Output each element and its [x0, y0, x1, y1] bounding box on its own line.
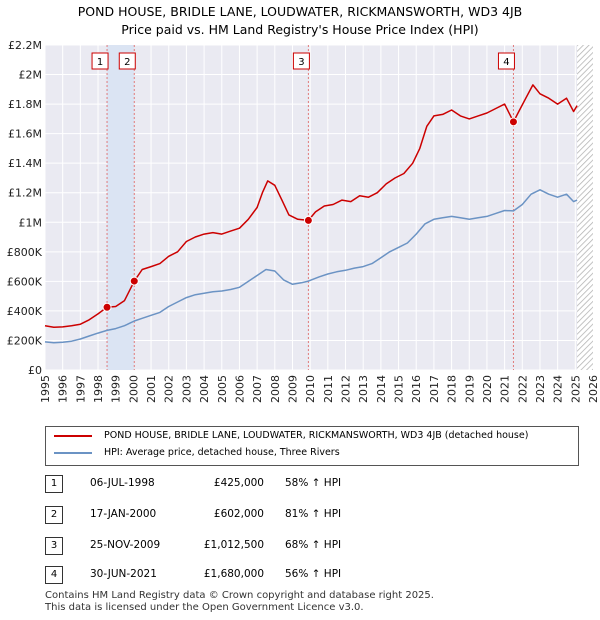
- x-tick-label: 2000: [127, 375, 140, 403]
- x-tick-label: 2019: [463, 375, 476, 403]
- y-tick-label: £1M: [19, 216, 43, 229]
- y-tick-label: £1.4M: [8, 157, 42, 170]
- x-tick-label: 2018: [446, 375, 459, 403]
- x-tick-label: 2017: [428, 375, 441, 403]
- x-tick-label: 2010: [304, 375, 317, 403]
- sale-point: [508, 117, 518, 127]
- transaction-date: 25-NOV-2009: [90, 539, 161, 551]
- transaction-number: 4: [45, 566, 63, 584]
- x-tick-label: 2026: [587, 375, 600, 403]
- hpi-series-line: [44, 189, 578, 344]
- y-tick-label: £0: [28, 364, 42, 377]
- x-tick-label: 2023: [534, 375, 547, 403]
- x-tick-label: 1996: [57, 375, 70, 403]
- chart-title: POND HOUSE, BRIDLE LANE, LOUDWATER, RICK…: [77, 4, 523, 19]
- y-tick-label: £1.2M: [8, 187, 42, 200]
- legend-item-property: POND HOUSE, BRIDLE LANE, LOUDWATER, RICK…: [54, 430, 528, 446]
- legend-red-line: [54, 434, 92, 437]
- transaction-date: 06-JUL-1998: [90, 477, 155, 489]
- legend-hpi-label: HPI: Average price, detached house, Thre…: [104, 447, 340, 458]
- sale-shaded-band: [107, 45, 135, 370]
- sale-label-box: [91, 52, 109, 70]
- x-tick-label: 1997: [74, 375, 87, 403]
- legend-property-label: POND HOUSE, BRIDLE LANE, LOUDWATER, RICK…: [104, 430, 529, 441]
- y-tick-label: £2.2M: [8, 39, 42, 52]
- transaction-date: 17-JAN-2000: [90, 508, 157, 520]
- sale-label-box: [497, 52, 515, 70]
- y-tick-label: £400K: [7, 305, 43, 318]
- x-tick-label: 2015: [393, 375, 406, 403]
- x-tick-label: 2004: [198, 375, 211, 403]
- sale-point: [129, 276, 139, 286]
- forecast-hatch: [577, 45, 593, 370]
- x-tick-label: 2014: [375, 375, 388, 403]
- transaction-price: £1,012,500: [203, 539, 264, 551]
- footer-licence: This data is licensed under the Open Gov…: [45, 602, 364, 613]
- x-tick-label: 2003: [180, 375, 193, 403]
- price-chart: 1 2 3 4 £0 £200K £400K £600K £800K £1M £1.2M £1.4M £…: [7, 39, 600, 403]
- x-tick-label: 1995: [39, 375, 52, 403]
- x-tick-label: 2024: [552, 375, 565, 403]
- transaction-hpi: 81% ↑ HPI: [285, 508, 342, 520]
- sale-label-box: [118, 52, 136, 70]
- transaction-hpi: 58% ↑ HPI: [285, 477, 342, 489]
- sale-label-text: 1: [97, 57, 103, 68]
- sale-label-text: 3: [298, 57, 304, 68]
- x-tick-label: 2021: [499, 375, 512, 403]
- sale-point: [303, 215, 313, 225]
- legend-item-hpi: HPI: Average price, detached house, Thre…: [54, 447, 340, 463]
- transaction-hpi: 56% ↑ HPI: [285, 568, 342, 580]
- y-tick-label: £800K: [7, 246, 43, 259]
- x-tick-label: 2022: [516, 375, 529, 403]
- x-tick-label: 2002: [163, 375, 176, 403]
- legend: POND HOUSE, BRIDLE LANE, LOUDWATER, RICK…: [45, 426, 579, 466]
- x-tick-label: 2025: [569, 375, 582, 403]
- property-series-line: [44, 84, 578, 328]
- transaction-number: 1: [45, 475, 63, 493]
- x-tick-label: 1998: [92, 375, 105, 403]
- x-tick-label: 2016: [410, 375, 423, 403]
- x-tick-label: 2008: [269, 375, 282, 403]
- y-tick-label: £1.8M: [8, 98, 42, 111]
- x-tick-label: 2007: [251, 375, 264, 403]
- transaction-number: 3: [45, 537, 63, 555]
- x-tick-label: 2006: [233, 375, 246, 403]
- transaction-hpi: 68% ↑ HPI: [285, 539, 342, 551]
- x-tick-label: 2001: [145, 375, 158, 403]
- legend-blue-line: [54, 451, 92, 454]
- transaction-date: 30-JUN-2021: [90, 568, 157, 580]
- y-tick-label: £2M: [19, 69, 43, 82]
- x-tick-label: 2011: [322, 375, 335, 403]
- chart-subtitle: Price paid vs. HM Land Registry's House …: [121, 22, 479, 37]
- y-tick-label: £600K: [7, 275, 43, 288]
- transaction-price: £425,000: [213, 477, 264, 489]
- x-tick-label: 2012: [340, 375, 353, 403]
- sale-label-box: [292, 52, 310, 70]
- sale-label-text: 2: [124, 57, 130, 68]
- plot-area: [45, 45, 593, 370]
- x-tick-label: 2009: [286, 375, 299, 403]
- x-tick-label: 2005: [216, 375, 229, 403]
- transaction-price: £602,000: [213, 508, 264, 520]
- sale-label-text: 4: [503, 57, 509, 68]
- x-tick-label: 2020: [481, 375, 494, 403]
- x-tick-label: 2013: [357, 375, 370, 403]
- footer-copyright: Contains HM Land Registry data © Crown c…: [45, 590, 434, 601]
- transaction-number: 2: [45, 506, 63, 524]
- transaction-price: £1,680,000: [203, 568, 264, 580]
- sale-point: [102, 302, 112, 312]
- y-tick-label: £1.6M: [8, 128, 42, 141]
- y-tick-label: £200K: [7, 334, 43, 347]
- x-tick-label: 1999: [110, 375, 123, 403]
